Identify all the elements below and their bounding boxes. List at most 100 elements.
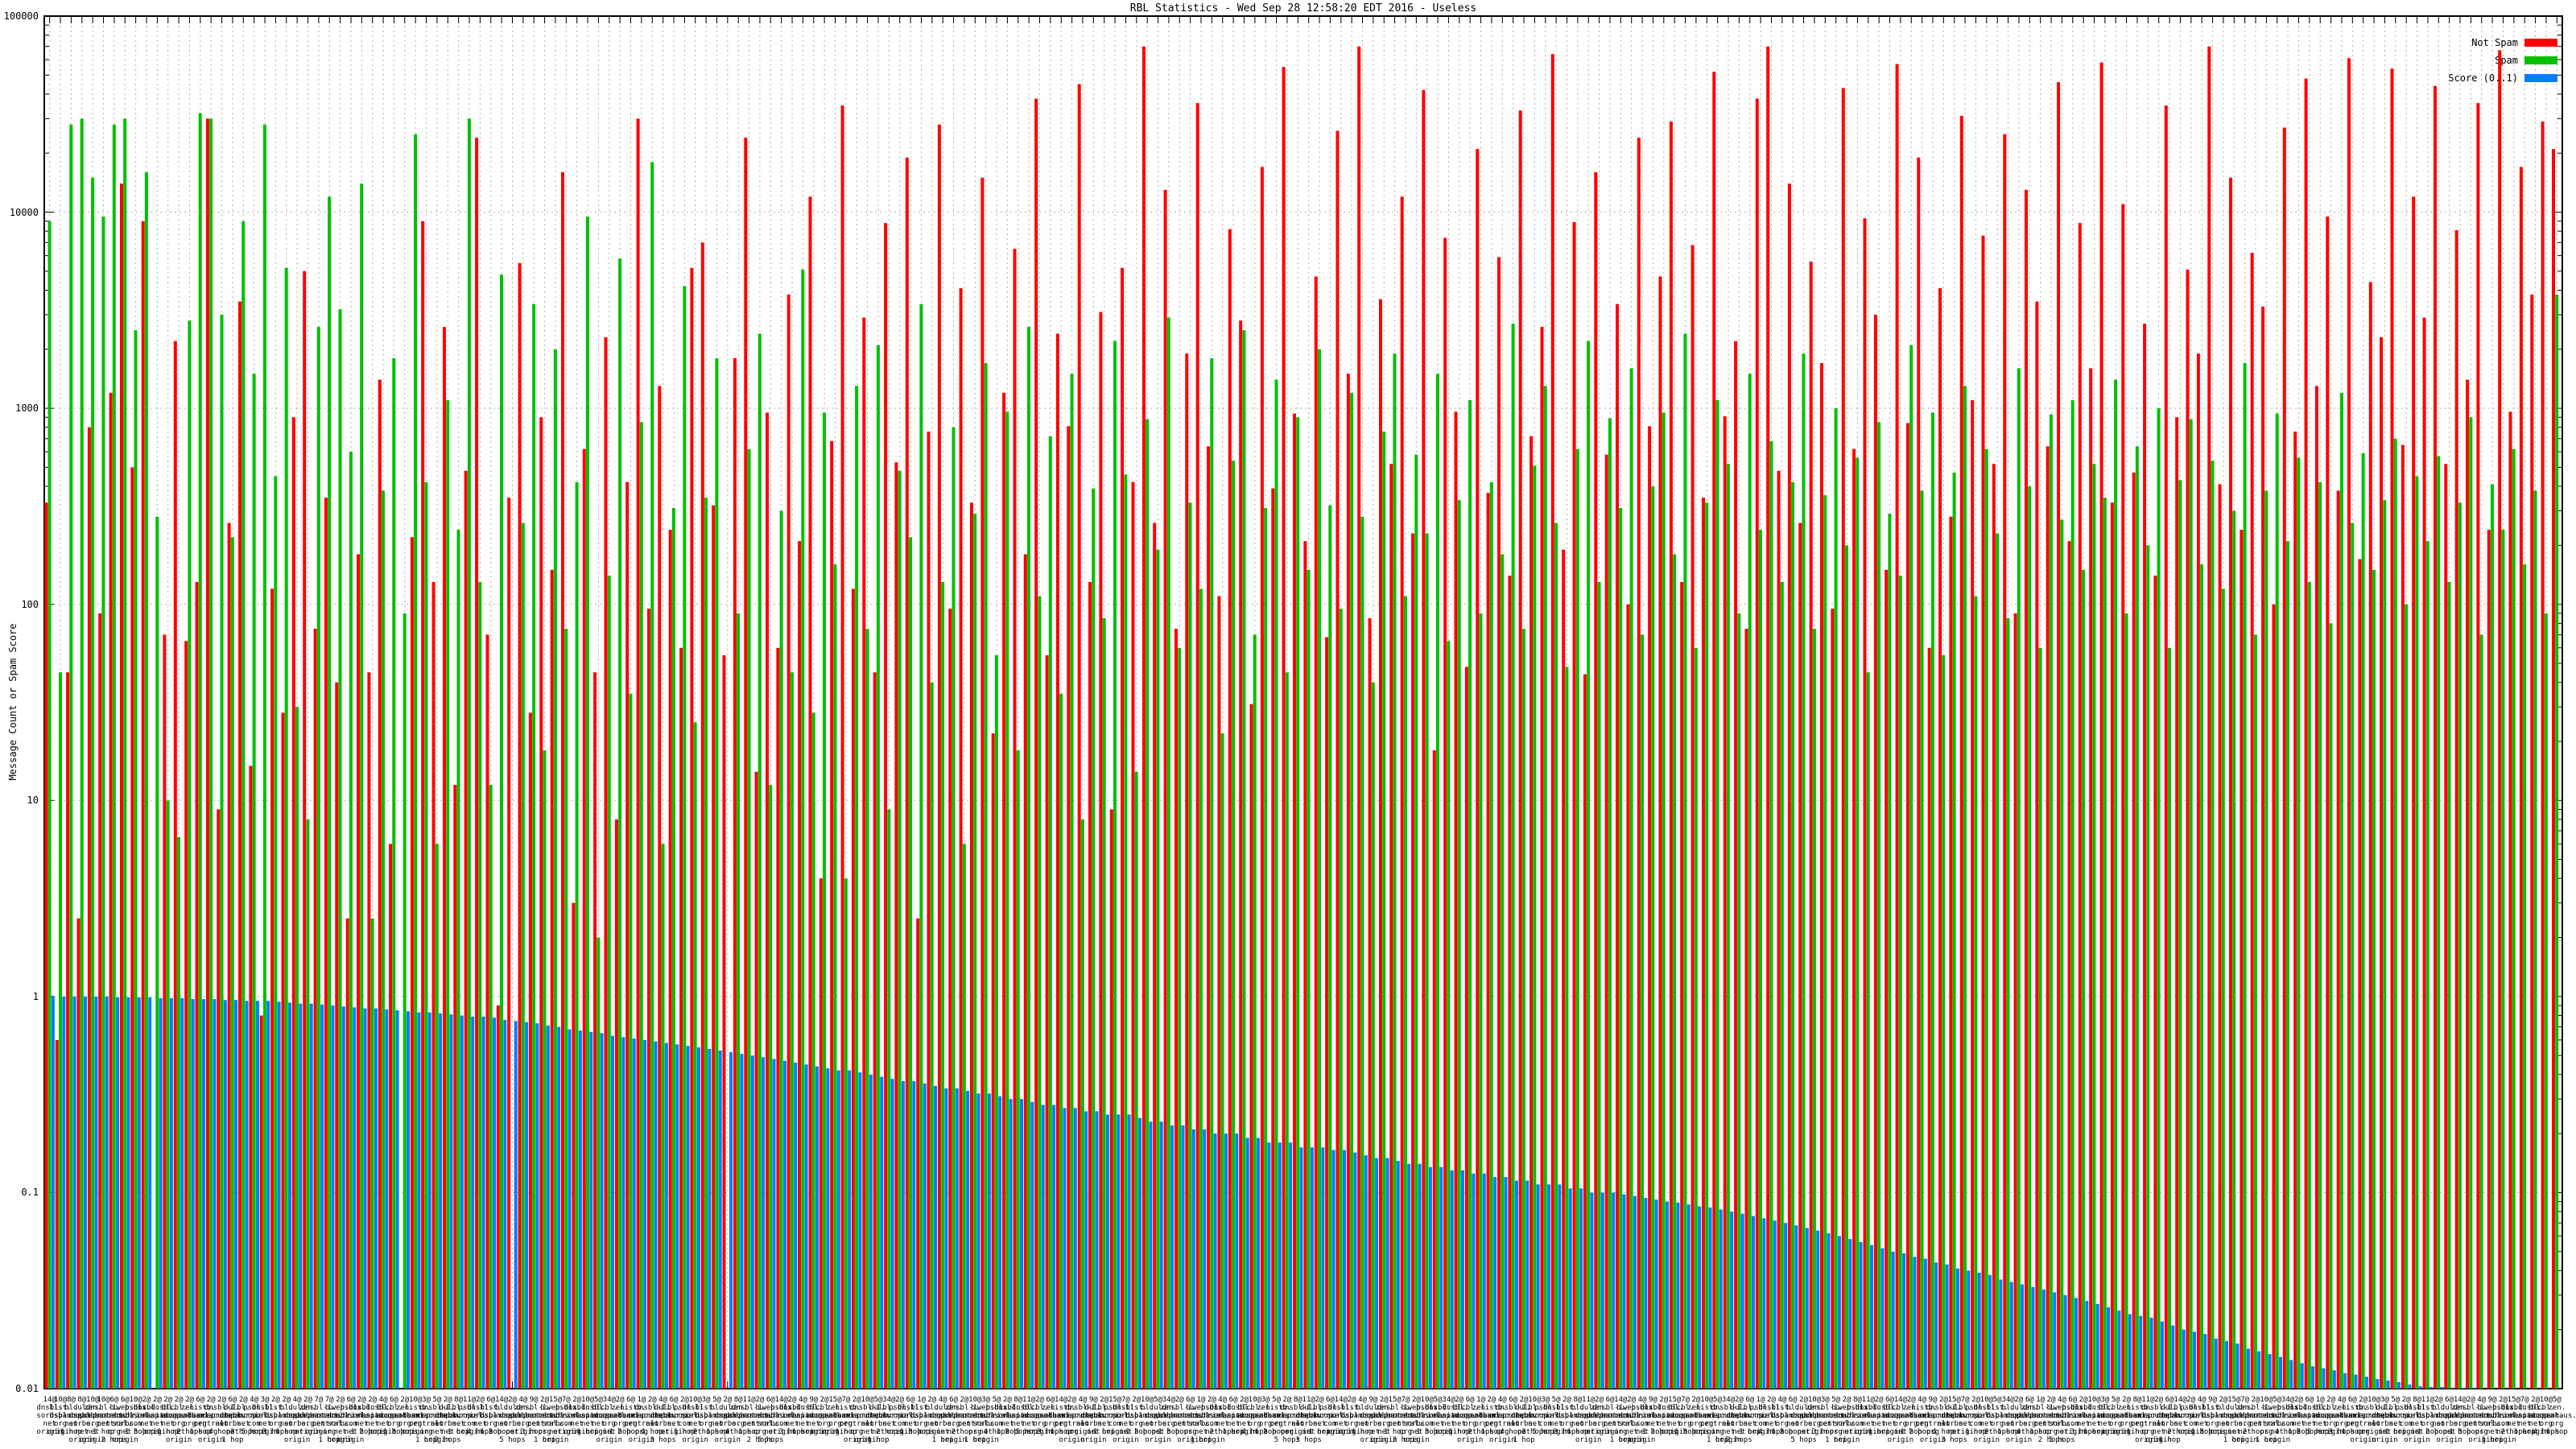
bar-spam <box>2103 497 2107 1389</box>
bar-score <box>2279 1356 2282 1389</box>
bar-score <box>525 1022 529 1389</box>
bar-spam <box>823 412 826 1389</box>
bar-spam <box>2479 634 2483 1389</box>
bar-spam <box>715 358 719 1389</box>
x-tick-label: 4@ bl. spamcop. net origin <box>365 1396 401 1436</box>
bar-not-spam <box>937 124 941 1389</box>
bar-spam <box>984 363 988 1389</box>
bar-spam <box>382 490 385 1389</box>
bar-score <box>987 1093 991 1389</box>
bar-score <box>2408 1384 2412 1389</box>
bar-spam <box>1683 333 1687 1389</box>
x-tick-label: 2@ dnsbl-1. uceprotect. net 1 hop <box>1919 1396 1968 1436</box>
bar-spam <box>1920 490 1924 1389</box>
bar-not-spam <box>335 682 339 1389</box>
bar-not-spam <box>217 809 221 1389</box>
x-tick-label: 6@ web. dnsbl. sorbs. net 5 hops <box>758 1396 784 1444</box>
bar-not-spam <box>991 733 995 1389</box>
bar-spam <box>607 576 611 1389</box>
bar-spam <box>2469 417 2473 1389</box>
bar-score <box>1267 1142 1271 1389</box>
bar-spam <box>532 303 536 1389</box>
bar-spam <box>2038 647 2042 1389</box>
x-tick-label: 6@ psbl. surriel. com origin <box>2055 1396 2091 1436</box>
x-tick-label: 2@ psbl. surriel. com origin <box>2174 1396 2209 1436</box>
bar-not-spam <box>518 262 522 1389</box>
bar-score <box>2386 1380 2390 1389</box>
x-tick-label: 10@ cbl. abuseat. org 4 hops <box>2529 1396 2564 1436</box>
bar-not-spam <box>2552 149 2555 1389</box>
bar-score <box>1923 1258 1927 1389</box>
bar-score <box>675 1044 679 1389</box>
bar-not-spam <box>1260 167 1264 1389</box>
bar-not-spam <box>2466 379 2470 1389</box>
bar-not-spam <box>1798 522 1802 1389</box>
bar-score <box>880 1076 884 1389</box>
bar-score <box>762 1057 766 1389</box>
bar-spam <box>1080 819 1084 1389</box>
bar-spam <box>1146 419 1150 1389</box>
bar-score <box>1375 1158 1379 1389</box>
bar-spam <box>446 400 450 1389</box>
bar-not-spam <box>291 417 295 1389</box>
x-tick-label: 7@ zen. spamhaus. org net origin <box>2225 1396 2265 1444</box>
x-tick-label: 2@ zen. spamhaus. org 3 hops <box>385 1396 425 1436</box>
bar-spam <box>2178 480 2182 1389</box>
x-tick-label: 6@ dul. dnsbl. sorbs. net 1 hop <box>219 1396 246 1444</box>
x-tick-label: 10@ cbl. abuseat. org 4 hops <box>1237 1396 1273 1436</box>
bar-spam <box>2060 519 2064 1389</box>
x-tick-label: 5@ bl. spamcop. net 1 hop <box>2378 1396 2413 1436</box>
bar-score <box>255 1001 259 1389</box>
x-tick-label: 2@ dul. dnsbl. sorbs. net 1 hop <box>1510 1396 1538 1444</box>
bar-score <box>1600 1192 1604 1389</box>
bar-spam <box>919 303 923 1389</box>
x-tick-label: 2@ dnsbl-1. uceprotect. net 2 hops <box>940 1396 989 1436</box>
bar-score <box>223 1000 227 1389</box>
bar-score <box>2009 1282 2013 1389</box>
bar-spam <box>155 516 159 1389</box>
bar-not-spam <box>1863 218 1867 1389</box>
bar-not-spam <box>2035 301 2039 1389</box>
bar-score <box>1848 1239 1852 1389</box>
bar-score <box>1159 1121 1163 1389</box>
bar-score <box>1999 1279 2003 1389</box>
x-tick-label: 2@ dnsbl-1. uceprotect. net net origin <box>2134 1396 2183 1444</box>
bar-not-spam <box>1841 88 1845 1389</box>
bar-not-spam <box>1249 704 1253 1389</box>
bar-score <box>2149 1317 2153 1389</box>
x-tick-label: 2@ dnsbl. sorbs. net 4 hops <box>467 1396 493 1436</box>
bar-not-spam <box>894 462 898 1389</box>
bar-spam <box>209 118 213 1389</box>
bar-spam <box>1468 400 1472 1389</box>
bar-spam <box>1016 750 1020 1389</box>
bar-not-spam <box>1572 221 1576 1389</box>
bar-score <box>1805 1228 1809 1389</box>
bar-not-spam <box>905 157 909 1389</box>
bar-score <box>1644 1198 1648 1389</box>
x-tick-label: 5@ psbl. surriel. com 4 hops <box>979 1396 1014 1436</box>
x-tick-label: 2@ b. barracuda central. org 2 hops <box>2031 1396 2071 1444</box>
bar-score <box>471 1016 475 1389</box>
bar-score <box>1321 1147 1325 1389</box>
bar-not-spam <box>830 440 834 1389</box>
bar-score <box>1450 1170 1454 1389</box>
bar-not-spam <box>1508 576 1512 1389</box>
bar-score <box>654 1041 658 1389</box>
bar-not-spam <box>1959 115 1963 1389</box>
bar-not-spam <box>87 427 91 1389</box>
bar-score <box>460 1015 464 1389</box>
bar-not-spam <box>1669 121 1673 1389</box>
bar-spam <box>2286 541 2289 1389</box>
bar-score <box>1117 1114 1121 1389</box>
x-tick-label: 10@ zen. spamhaus. org net origin <box>72 1396 113 1444</box>
bar-spam <box>338 309 342 1389</box>
bar-spam <box>1339 609 1343 1389</box>
bar-spam <box>876 345 880 1389</box>
bar-spam <box>597 937 601 1389</box>
bar-score <box>1364 1155 1368 1389</box>
bar-not-spam <box>2121 204 2125 1389</box>
bar-spam <box>1489 481 1493 1389</box>
bar-score <box>2021 1284 2025 1389</box>
x-tick-label: 6@ psbl. surriel. com origin <box>1312 1396 1348 1436</box>
bar-spam <box>1715 400 1719 1389</box>
